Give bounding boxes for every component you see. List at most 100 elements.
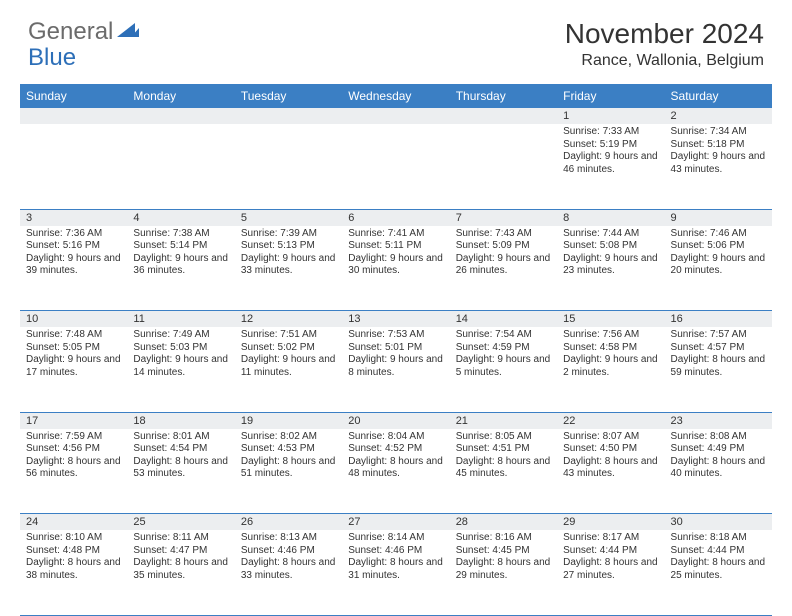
day-header: Saturday (665, 84, 772, 108)
day-detail-line: Sunrise: 7:34 AM (671, 126, 766, 139)
day-number-cell: 21 (450, 412, 557, 429)
day-number-cell (20, 108, 127, 124)
day-detail-line: Sunrise: 7:39 AM (241, 228, 336, 241)
day-detail-line: Sunset: 4:59 PM (456, 342, 551, 355)
day-detail-line: Daylight: 8 hours and 45 minutes. (456, 456, 551, 481)
day-content-cell: Sunrise: 7:49 AMSunset: 5:03 PMDaylight:… (127, 327, 234, 412)
day-number-row: 17181920212223 (20, 412, 772, 429)
day-detail-line: Sunset: 4:47 PM (133, 545, 228, 558)
day-detail-line: Sunrise: 7:36 AM (26, 228, 121, 241)
day-content-cell: Sunrise: 7:44 AMSunset: 5:08 PMDaylight:… (557, 226, 664, 311)
day-detail-line: Daylight: 8 hours and 38 minutes. (26, 557, 121, 582)
day-number-cell (342, 108, 449, 124)
day-content-cell: Sunrise: 8:16 AMSunset: 4:45 PMDaylight:… (450, 530, 557, 615)
day-number-cell: 7 (450, 209, 557, 226)
day-number-cell: 15 (557, 311, 664, 328)
day-detail-line: Sunrise: 7:49 AM (133, 329, 228, 342)
day-number-cell: 5 (235, 209, 342, 226)
day-number-row: 12 (20, 108, 772, 124)
day-detail-line: Sunset: 5:05 PM (26, 342, 121, 355)
day-number-cell: 30 (665, 514, 772, 531)
day-number-cell: 11 (127, 311, 234, 328)
day-number-cell (235, 108, 342, 124)
day-detail-line: Sunset: 4:57 PM (671, 342, 766, 355)
day-detail-line: Sunrise: 8:18 AM (671, 532, 766, 545)
day-detail-line: Sunrise: 7:53 AM (348, 329, 443, 342)
day-content-cell: Sunrise: 7:51 AMSunset: 5:02 PMDaylight:… (235, 327, 342, 412)
day-detail-line: Daylight: 8 hours and 40 minutes. (671, 456, 766, 481)
day-detail-line: Sunrise: 8:05 AM (456, 431, 551, 444)
day-content-cell: Sunrise: 8:04 AMSunset: 4:52 PMDaylight:… (342, 429, 449, 514)
day-detail-line: Sunrise: 7:41 AM (348, 228, 443, 241)
day-detail-line: Daylight: 9 hours and 2 minutes. (563, 354, 658, 379)
day-content-cell: Sunrise: 7:56 AMSunset: 4:58 PMDaylight:… (557, 327, 664, 412)
day-content-row: Sunrise: 8:10 AMSunset: 4:48 PMDaylight:… (20, 530, 772, 615)
calendar-table: SundayMondayTuesdayWednesdayThursdayFrid… (20, 84, 772, 616)
day-detail-line: Daylight: 9 hours and 33 minutes. (241, 253, 336, 278)
day-number-cell: 2 (665, 108, 772, 124)
calendar-head: SundayMondayTuesdayWednesdayThursdayFrid… (20, 84, 772, 108)
day-content-cell (127, 124, 234, 209)
day-detail-line: Sunrise: 8:01 AM (133, 431, 228, 444)
day-detail-line: Sunset: 4:45 PM (456, 545, 551, 558)
day-number-cell: 10 (20, 311, 127, 328)
day-detail-line: Daylight: 9 hours and 23 minutes. (563, 253, 658, 278)
day-content-cell: Sunrise: 7:53 AMSunset: 5:01 PMDaylight:… (342, 327, 449, 412)
day-detail-line: Sunrise: 7:56 AM (563, 329, 658, 342)
day-number-cell (127, 108, 234, 124)
day-detail-line: Sunset: 5:03 PM (133, 342, 228, 355)
day-content-cell (342, 124, 449, 209)
day-detail-line: Sunset: 4:58 PM (563, 342, 658, 355)
day-detail-line: Sunrise: 7:48 AM (26, 329, 121, 342)
day-content-cell: Sunrise: 8:05 AMSunset: 4:51 PMDaylight:… (450, 429, 557, 514)
logo-triangle-icon (117, 21, 139, 44)
day-number-cell: 24 (20, 514, 127, 531)
day-detail-line: Sunrise: 8:08 AM (671, 431, 766, 444)
day-detail-line: Sunset: 5:08 PM (563, 240, 658, 253)
day-content-cell: Sunrise: 7:38 AMSunset: 5:14 PMDaylight:… (127, 226, 234, 311)
day-detail-line: Daylight: 9 hours and 36 minutes. (133, 253, 228, 278)
day-number-cell: 18 (127, 412, 234, 429)
day-content-cell (450, 124, 557, 209)
day-detail-line: Sunrise: 7:43 AM (456, 228, 551, 241)
day-detail-line: Sunset: 5:18 PM (671, 139, 766, 152)
day-detail-line: Sunset: 5:09 PM (456, 240, 551, 253)
day-detail-line: Sunrise: 7:46 AM (671, 228, 766, 241)
day-detail-line: Sunset: 5:11 PM (348, 240, 443, 253)
day-content-cell: Sunrise: 7:59 AMSunset: 4:56 PMDaylight:… (20, 429, 127, 514)
day-number-cell: 13 (342, 311, 449, 328)
day-number-row: 24252627282930 (20, 514, 772, 531)
day-content-cell: Sunrise: 8:13 AMSunset: 4:46 PMDaylight:… (235, 530, 342, 615)
day-content-cell (235, 124, 342, 209)
day-detail-line: Daylight: 9 hours and 20 minutes. (671, 253, 766, 278)
day-number-cell: 19 (235, 412, 342, 429)
day-content-cell: Sunrise: 8:14 AMSunset: 4:46 PMDaylight:… (342, 530, 449, 615)
day-detail-line: Daylight: 8 hours and 27 minutes. (563, 557, 658, 582)
day-detail-line: Sunrise: 7:59 AM (26, 431, 121, 444)
day-content-cell: Sunrise: 7:36 AMSunset: 5:16 PMDaylight:… (20, 226, 127, 311)
day-content-cell: Sunrise: 7:39 AMSunset: 5:13 PMDaylight:… (235, 226, 342, 311)
day-detail-line: Sunset: 5:02 PM (241, 342, 336, 355)
calendar-body: 12Sunrise: 7:33 AMSunset: 5:19 PMDayligh… (20, 108, 772, 615)
day-number-cell: 23 (665, 412, 772, 429)
day-detail-line: Sunrise: 8:02 AM (241, 431, 336, 444)
day-detail-line: Daylight: 8 hours and 48 minutes. (348, 456, 443, 481)
day-detail-line: Sunset: 4:53 PM (241, 443, 336, 456)
day-detail-line: Sunset: 4:54 PM (133, 443, 228, 456)
day-header: Thursday (450, 84, 557, 108)
day-content-cell: Sunrise: 8:18 AMSunset: 4:44 PMDaylight:… (665, 530, 772, 615)
day-number-cell: 6 (342, 209, 449, 226)
day-header: Friday (557, 84, 664, 108)
day-detail-line: Daylight: 8 hours and 31 minutes. (348, 557, 443, 582)
day-detail-line: Daylight: 9 hours and 14 minutes. (133, 354, 228, 379)
day-detail-line: Sunset: 5:16 PM (26, 240, 121, 253)
day-content-cell: Sunrise: 7:57 AMSunset: 4:57 PMDaylight:… (665, 327, 772, 412)
day-content-row: Sunrise: 7:33 AMSunset: 5:19 PMDaylight:… (20, 124, 772, 209)
day-detail-line: Sunrise: 8:04 AM (348, 431, 443, 444)
day-number-cell: 14 (450, 311, 557, 328)
day-detail-line: Sunset: 4:52 PM (348, 443, 443, 456)
day-detail-line: Sunset: 4:56 PM (26, 443, 121, 456)
logo-text-blue: Blue (28, 44, 76, 71)
day-detail-line: Sunset: 4:51 PM (456, 443, 551, 456)
day-number-cell: 8 (557, 209, 664, 226)
